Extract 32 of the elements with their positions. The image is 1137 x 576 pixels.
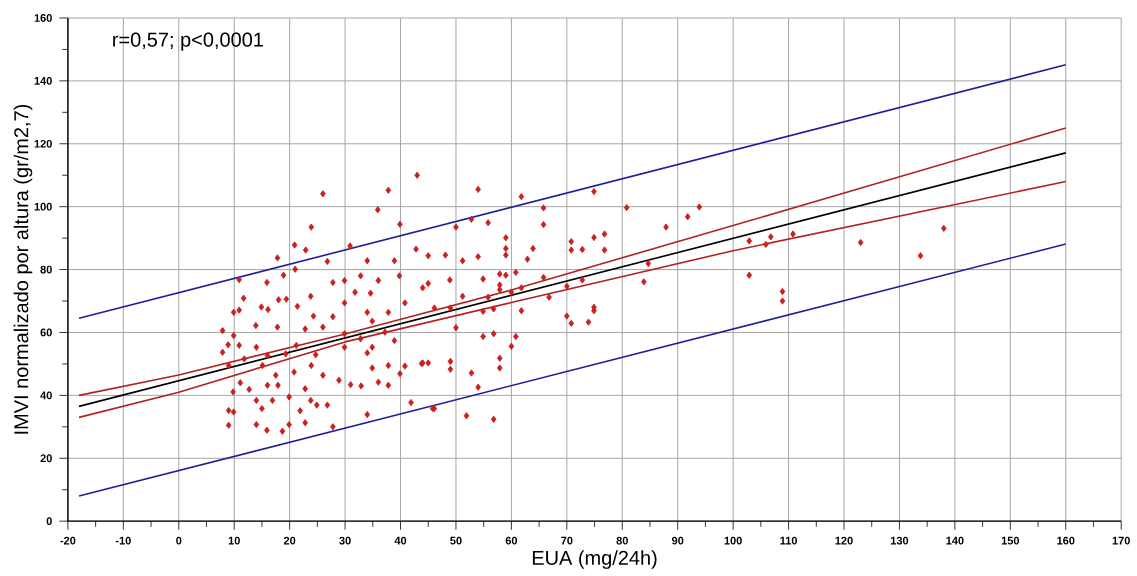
x-tick-label: 10 [228, 536, 240, 545]
x-tick-label: -20 [60, 536, 76, 545]
x-tick-label: 120 [835, 536, 853, 545]
y-tick-label: 120 [34, 140, 52, 148]
x-tick-label: 170 [1112, 536, 1130, 545]
y-tick-label: 140 [34, 77, 52, 85]
x-tick-label: 60 [505, 536, 518, 545]
x-tick-label: 150 [1001, 536, 1020, 545]
y-axis-title: IMVI normalizado por altura (gr/m2,7) [13, 105, 33, 434]
x-tick-label: 130 [890, 536, 909, 545]
x-tick-label: 30 [339, 536, 351, 545]
y-tick-label: 100 [34, 203, 52, 211]
x-tick-label: 100 [724, 536, 742, 545]
x-tick-label: 0 [176, 536, 182, 545]
y-tick-label: 80 [40, 265, 52, 274]
y-tick-label: 60 [40, 328, 52, 337]
x-tick-label: 80 [616, 536, 628, 545]
x-axis-title: EUA (mg/24h) [532, 550, 657, 570]
y-tick-label: 40 [40, 391, 52, 400]
x-tick-label: 160 [1057, 536, 1075, 545]
annotation: r=0,57; p<0,0001 [113, 32, 263, 51]
x-tick-label: -10 [115, 536, 131, 545]
x-tick-label: 50 [450, 536, 462, 545]
y-tick-label: 160 [34, 14, 52, 23]
x-tick-label: 90 [671, 536, 684, 545]
x-tick-label: 20 [283, 536, 296, 545]
x-tick-label: 110 [780, 536, 797, 545]
x-tick-label: 140 [946, 536, 964, 545]
y-tick-label: 0 [46, 517, 52, 526]
x-tick-label: 40 [394, 536, 407, 545]
y-tick-label: 20 [40, 454, 52, 463]
x-tick-label: 70 [561, 536, 573, 545]
